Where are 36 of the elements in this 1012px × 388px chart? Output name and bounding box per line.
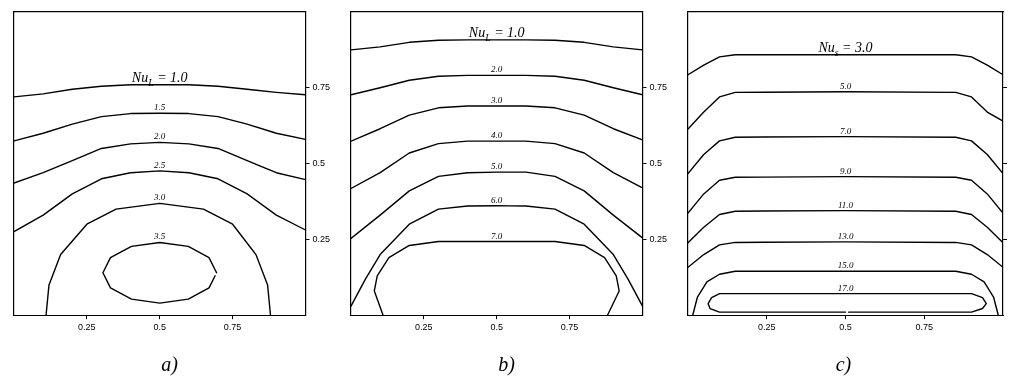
x-tick-label: 0.75	[915, 322, 934, 333]
x-tick-label: 0.5	[153, 322, 166, 333]
x-tick-label: 0.5	[839, 322, 852, 333]
x-tick-label: 0.75	[223, 322, 242, 333]
series-label: 2.0	[491, 64, 503, 75]
series-label: 2.5	[154, 159, 166, 170]
x-tick-label: 0.25	[415, 322, 433, 333]
series-label: 1.5	[154, 102, 166, 113]
y-tick-label: 0.5	[312, 158, 325, 169]
y-tick-label: 0.75	[312, 82, 331, 93]
series-label: 3.0	[490, 94, 503, 105]
y-tick-label: 0.75	[649, 82, 668, 93]
x-tick-label: 0.25	[78, 322, 96, 333]
x-tick-label: 0.5	[490, 322, 503, 333]
series-label: 17.0	[837, 282, 854, 293]
series-label: 2.0	[154, 131, 166, 142]
y-tick-label: 0.5	[649, 158, 662, 169]
series-label: 3.0	[153, 192, 166, 203]
series-label: 6.0	[491, 194, 503, 205]
y-tick-label: 0.25	[649, 233, 668, 244]
text: b)	[498, 353, 516, 377]
text: a)	[161, 353, 179, 377]
series-label: 5.0	[839, 80, 852, 91]
series-label: 9.0	[839, 165, 852, 176]
series-label: 7.0	[839, 125, 852, 136]
x-tick-label: 0.75	[560, 322, 579, 333]
series-label: 4.0	[491, 130, 503, 141]
series-label: 3.5	[153, 231, 166, 242]
series-label: 11.0	[837, 199, 854, 210]
series-label: 7.0	[491, 230, 503, 241]
series-label: 13.0	[837, 230, 854, 241]
series-label: 15.0	[837, 260, 854, 271]
x-tick-label: 0.25	[757, 322, 776, 333]
y-tick-label: 0.25	[312, 233, 331, 244]
text: c)	[835, 353, 852, 377]
series-label: 5.0	[491, 161, 503, 172]
